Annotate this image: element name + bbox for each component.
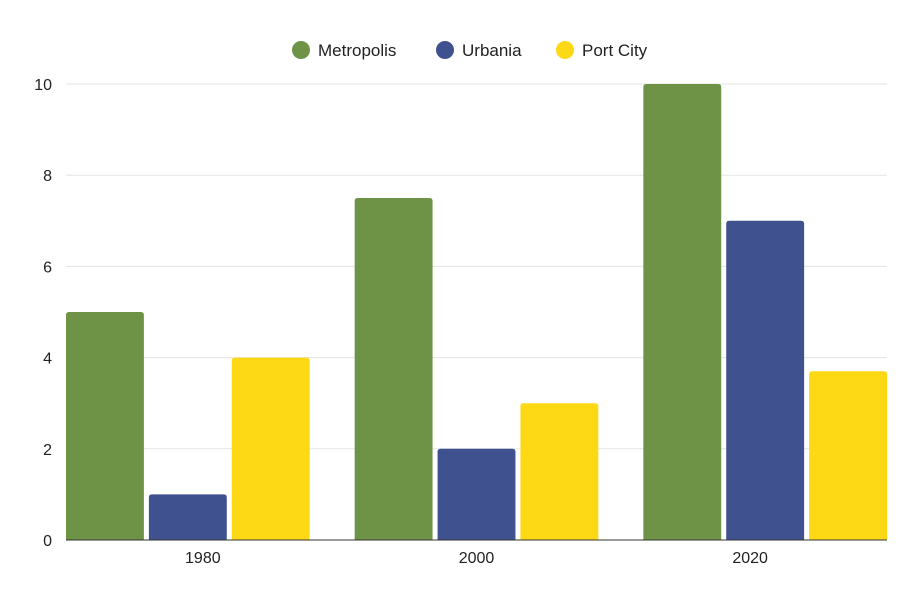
bar-metropolis-2020 — [643, 84, 722, 540]
y-tick-label: 4 — [43, 351, 52, 368]
y-tick-label: 0 — [43, 533, 52, 550]
bar-port-city-2000 — [520, 403, 599, 540]
x-tick-label: 2000 — [459, 550, 495, 567]
legend-marker-icon — [292, 41, 310, 59]
bars — [66, 84, 887, 541]
x-axis-ticks: 1980 2000 2020 — [185, 550, 768, 567]
legend-marker-icon — [436, 41, 454, 59]
y-tick-label: 8 — [43, 168, 52, 185]
bar-urbania-1980 — [148, 494, 227, 540]
x-tick-label: 2020 — [732, 550, 768, 567]
legend-label: Urbania — [462, 41, 522, 60]
bar-port-city-2020 — [809, 371, 887, 540]
y-tick-label: 10 — [34, 77, 52, 94]
legend-label: Port City — [582, 41, 648, 60]
legend-marker-icon — [556, 41, 574, 59]
bar-urbania-2020 — [726, 220, 805, 541]
bar-metropolis-2000 — [354, 198, 433, 540]
y-tick-label: 6 — [43, 259, 52, 276]
y-axis-ticks: 0 2 4 6 8 10 — [34, 77, 52, 550]
x-tick-label: 1980 — [185, 550, 221, 567]
y-tick-label: 2 — [43, 442, 52, 459]
legend: Metropolis Urbania Port City — [292, 41, 648, 60]
legend-label: Metropolis — [318, 41, 396, 60]
bar-urbania-2000 — [437, 448, 516, 540]
bar-port-city-1980 — [231, 357, 310, 540]
bar-metropolis-1980 — [66, 312, 144, 540]
